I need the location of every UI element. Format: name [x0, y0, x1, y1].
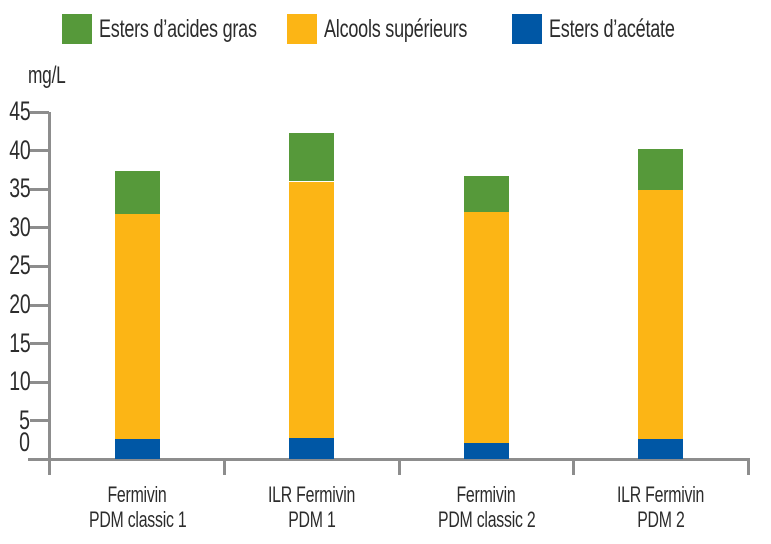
- y-axis-tick-label: 35: [0, 172, 30, 204]
- y-axis-tick: [30, 149, 49, 153]
- y-axis-tick-label-text: 15: [8, 327, 30, 358]
- x-axis-category-label: ILR Fermivin PDM 2: [574, 482, 749, 532]
- x-axis-category-label-text: PDM classic 2: [437, 507, 536, 532]
- x-axis-category-label-text: PDM classic 1: [88, 507, 187, 532]
- legend-swatch-icon: [287, 14, 317, 44]
- x-axis-category-label-text: PDM 2: [637, 507, 685, 532]
- y-axis-tick-label-text: 35: [8, 173, 30, 204]
- bar-segment: [289, 132, 335, 182]
- bar-segment: [289, 181, 335, 438]
- y-axis-tick-label-text: 30: [8, 211, 30, 242]
- x-axis-line: [28, 458, 749, 461]
- y-axis-tick-label: 0: [0, 426, 30, 458]
- y-axis-tick: [30, 419, 49, 423]
- bar-segment: [638, 189, 684, 440]
- y-axis-tick-label-text: 10: [8, 366, 30, 397]
- bar-segment: [114, 438, 160, 460]
- x-axis-category-label: Fermivin PDM classic 1: [50, 482, 225, 532]
- legend-item-text: Esters d’acétate: [549, 15, 675, 43]
- y-axis-tick-label-text: 25: [8, 250, 30, 281]
- y-axis-tick: [30, 187, 49, 191]
- y-axis-tick-label: 15: [0, 327, 30, 359]
- y-axis-tick: [30, 226, 49, 230]
- y-axis-tick-label: 10: [0, 365, 30, 397]
- bar-segment: [114, 213, 160, 439]
- y-axis-tick-label: 30: [0, 211, 30, 243]
- x-axis-category-label-text: Fermivin: [107, 482, 167, 507]
- y-axis-tick-label: 45: [0, 95, 30, 127]
- x-axis-category-label-text: PDM 1: [288, 507, 336, 532]
- bar-segment: [463, 176, 509, 212]
- x-axis-category-tick: [746, 458, 750, 475]
- y-axis-tick: [30, 380, 49, 384]
- y-axis-tick-label: 20: [0, 288, 30, 320]
- y-axis-tick: [30, 342, 49, 346]
- bar-segment: [463, 211, 509, 443]
- y-axis-tick-label: 5: [0, 404, 30, 436]
- bar-segment: [114, 171, 160, 214]
- y-axis-tick: [30, 303, 49, 307]
- legend-swatch-icon: [62, 14, 92, 44]
- x-axis-category-label-text: ILR Fermivin: [617, 482, 705, 507]
- legend-item-label: Esters d’acides gras: [99, 14, 318, 44]
- y-axis-tick-label-text: 45: [8, 96, 30, 126]
- y-axis-tick-label: 40: [0, 134, 30, 166]
- bar-segment: [638, 149, 684, 190]
- x-axis-category-tick: [572, 458, 575, 475]
- x-axis-category-label: ILR Fermivin PDM 1: [225, 482, 400, 532]
- y-axis-tick-label-text: 5: [19, 404, 30, 435]
- y-axis-tick-label-text: 40: [8, 134, 30, 165]
- x-axis-category-tick: [223, 458, 226, 475]
- y-axis-tick-label-text: 20: [8, 289, 30, 320]
- x-axis-category-label-text: ILR Fermivin: [268, 482, 356, 507]
- legend-item-text: Alcools supérieurs: [324, 15, 468, 43]
- y-axis-tick-label: 25: [0, 249, 30, 281]
- bar-segment: [638, 439, 684, 460]
- y-axis-line: [48, 112, 51, 475]
- x-axis-category-label-text: Fermivin: [456, 482, 516, 507]
- y-axis-tick: [30, 110, 49, 114]
- y-axis-unit-text: mg/L: [28, 62, 66, 89]
- y-axis-tick-label-text: 0: [19, 427, 30, 457]
- legend-swatch-icon: [512, 14, 542, 44]
- bar-segment: [289, 437, 335, 460]
- legend-item-label: Esters d’acétate: [549, 14, 723, 44]
- legend-item-text: Esters d’acides gras: [99, 15, 257, 43]
- legend-item-label: Alcools supérieurs: [324, 14, 523, 44]
- x-axis-category-tick: [397, 458, 401, 475]
- x-axis-category-label: Fermivin PDM classic 2: [399, 482, 574, 532]
- y-axis-tick: [30, 264, 49, 268]
- y-axis-unit-label: mg/L: [28, 62, 80, 90]
- bar-segment: [463, 442, 509, 460]
